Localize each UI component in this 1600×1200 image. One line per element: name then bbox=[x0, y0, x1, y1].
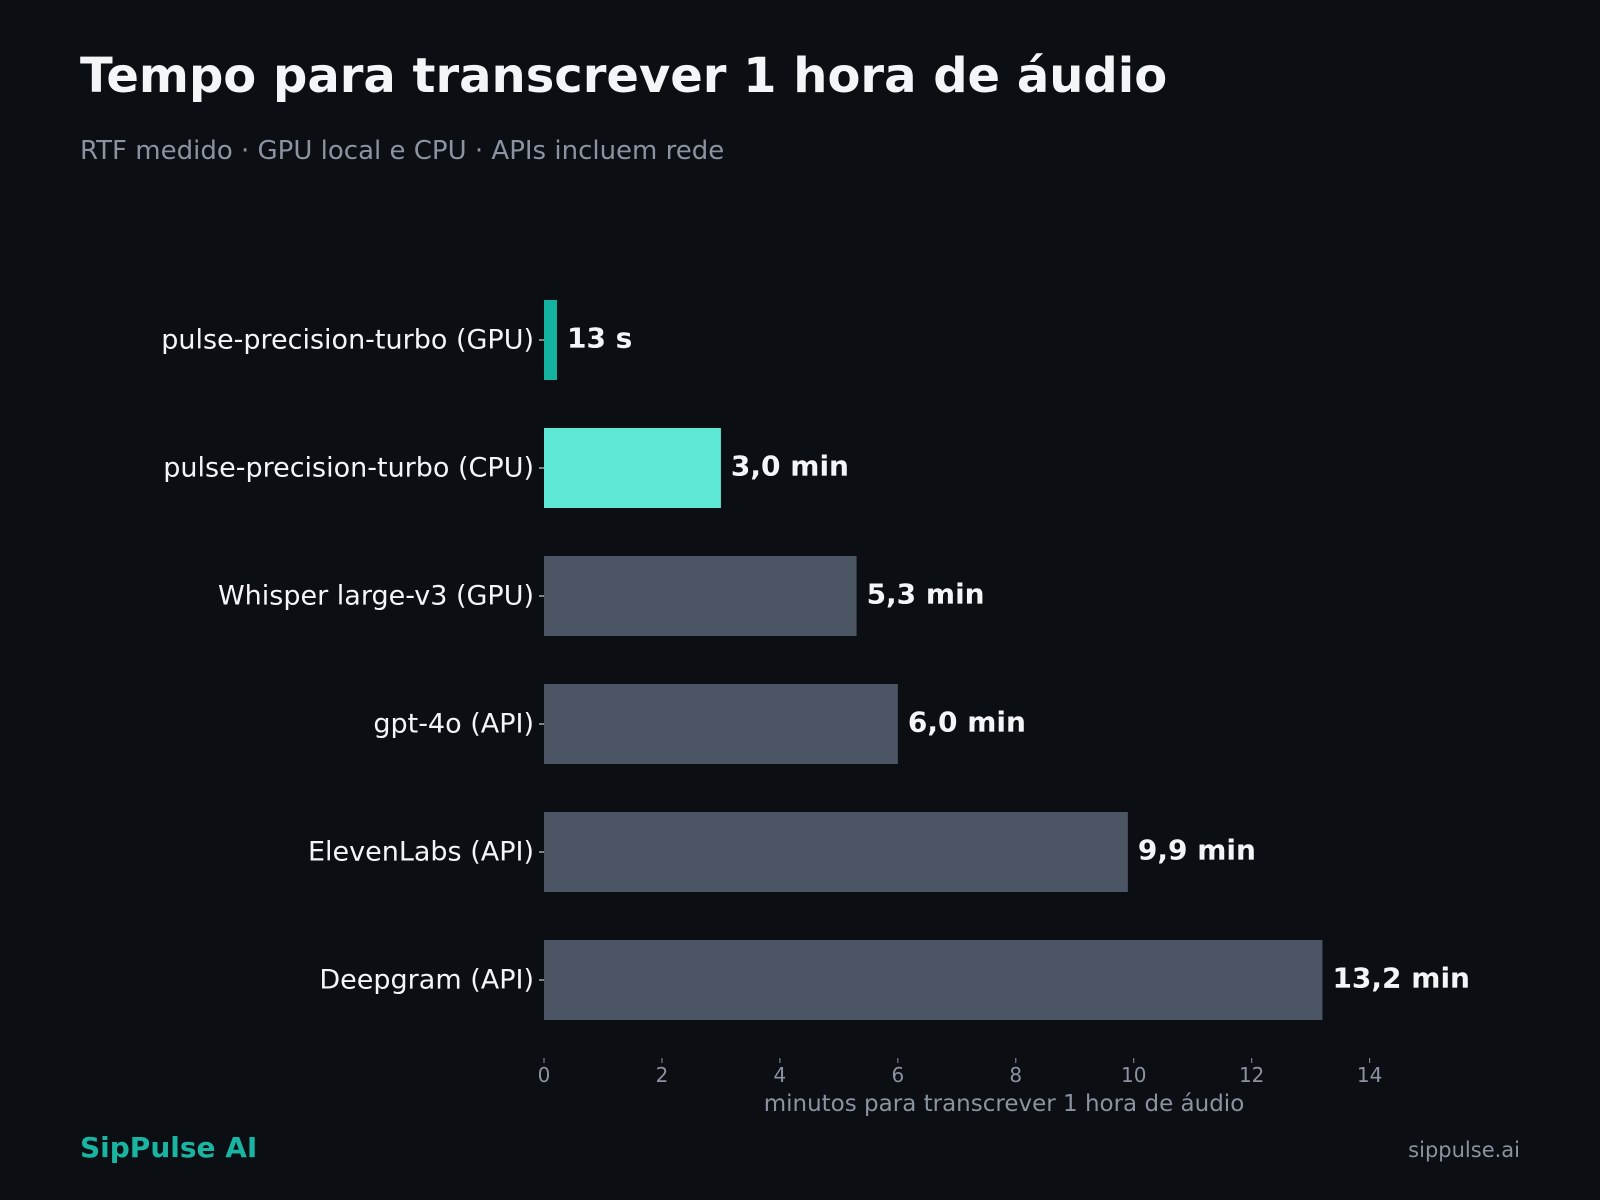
value-label: 9,9 min bbox=[1138, 834, 1256, 867]
x-tick-label: 14 bbox=[1357, 1063, 1382, 1087]
chart-subtitle: RTF medido · GPU local e CPU · APIs incl… bbox=[80, 136, 725, 166]
x-tick-label: 2 bbox=[656, 1063, 669, 1087]
value-label: 6,0 min bbox=[908, 706, 1026, 739]
x-tick-label: 8 bbox=[1009, 1063, 1022, 1087]
bar bbox=[544, 428, 721, 508]
bar bbox=[544, 556, 857, 636]
bar bbox=[544, 812, 1128, 892]
site-url[interactable]: sippulse.ai bbox=[1408, 1138, 1520, 1162]
x-tick-label: 0 bbox=[538, 1063, 551, 1087]
bar bbox=[544, 684, 898, 764]
brand-logo-text: SipPulse AI bbox=[80, 1131, 258, 1164]
value-label: 3,0 min bbox=[731, 450, 849, 483]
y-tick-label: pulse-precision-turbo (CPU) bbox=[163, 453, 534, 484]
x-tick-label: 12 bbox=[1239, 1063, 1264, 1087]
x-tick-label: 6 bbox=[891, 1063, 904, 1087]
chart-title: Tempo para transcrever 1 hora de áudio bbox=[80, 48, 1168, 104]
value-label: 13,2 min bbox=[1332, 962, 1470, 995]
y-tick-label: Deepgram (API) bbox=[319, 965, 534, 996]
value-label: 13 s bbox=[567, 322, 632, 355]
bar bbox=[544, 940, 1323, 1020]
y-tick-label: gpt-4o (API) bbox=[373, 709, 534, 740]
value-label: 5,3 min bbox=[867, 578, 985, 611]
x-tick-label: 4 bbox=[774, 1063, 787, 1087]
x-tick-label: 10 bbox=[1121, 1063, 1146, 1087]
x-axis-label: minutos para transcrever 1 hora de áudio bbox=[764, 1091, 1245, 1117]
bar bbox=[544, 300, 557, 380]
y-tick-label: Whisper large-v3 (GPU) bbox=[218, 581, 534, 612]
y-tick-label: ElevenLabs (API) bbox=[308, 837, 534, 868]
y-tick-label: pulse-precision-turbo (GPU) bbox=[161, 325, 534, 356]
